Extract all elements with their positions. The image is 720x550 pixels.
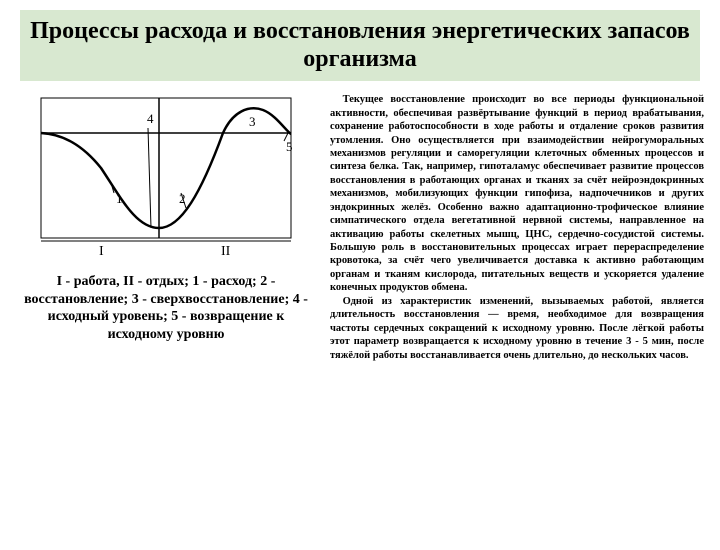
page-title: Процессы расхода и восстановления энерге… <box>30 18 690 73</box>
title-box: Процессы расхода и восстановления энерге… <box>20 10 700 81</box>
diagram-caption: I - работа, II - отдых; 1 - расход; 2 - … <box>16 273 316 343</box>
body-text: Текущее восстановление происходит во все… <box>330 93 704 362</box>
paragraph-2: Одной из характеристик изменений, вызыва… <box>330 295 704 362</box>
content-area: 1 2 3 4 5 I II I - работа, II - отдых; 1… <box>0 93 720 362</box>
left-column: 1 2 3 4 5 I II I - работа, II - отдых; 1… <box>16 93 316 362</box>
label-2: 2 <box>179 191 186 206</box>
label-5: 5 <box>286 139 293 154</box>
right-column: Текущее восстановление происходит во все… <box>330 93 704 362</box>
label-1: 1 <box>116 191 123 206</box>
energy-curve-diagram: 1 2 3 4 5 I II <box>31 93 301 263</box>
label-phase-1: I <box>99 244 104 259</box>
label-3: 3 <box>249 114 256 129</box>
label-phase-2: II <box>221 244 231 259</box>
label-4: 4 <box>147 111 154 126</box>
paragraph-1: Текущее восстановление происходит во все… <box>330 93 704 295</box>
